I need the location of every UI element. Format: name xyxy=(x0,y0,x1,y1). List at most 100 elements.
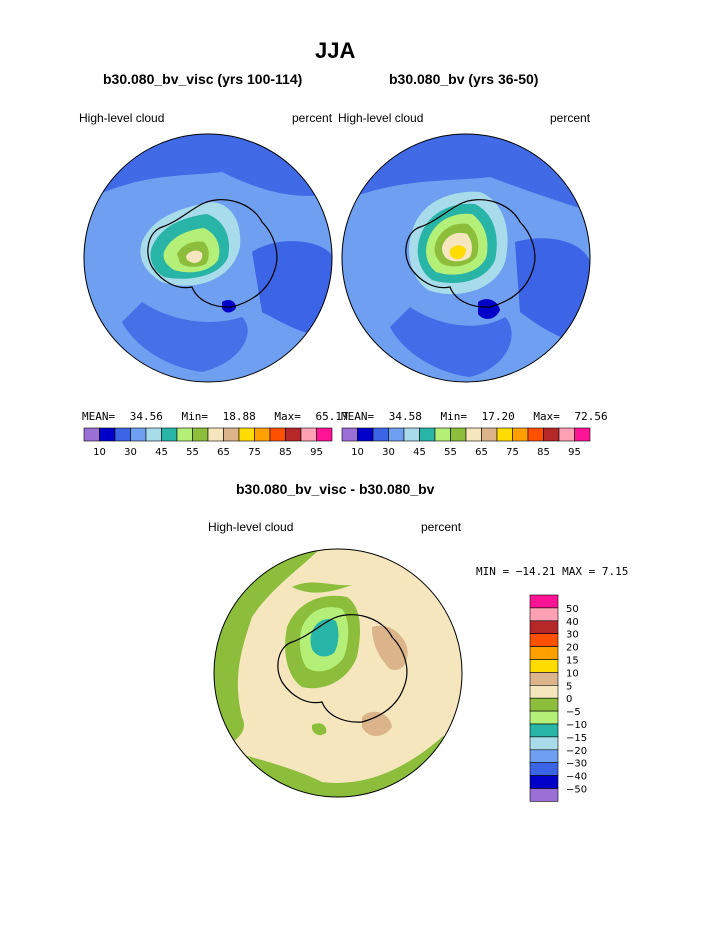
left-polar-map xyxy=(83,133,333,383)
diff-colorbar-tick-label: 15 xyxy=(566,656,579,667)
diff-colorbar-swatch xyxy=(529,749,559,764)
diff-colorbar-swatch xyxy=(529,762,559,776)
diff-colorbar-swatch xyxy=(529,646,559,660)
right-colorbar-swatch xyxy=(558,427,575,442)
right-colorbar: 10 30 45 55 65 75 85 95 xyxy=(341,427,591,458)
left-units-label: percent xyxy=(292,111,333,125)
left-min-label: Min= xyxy=(181,410,209,423)
left-colorbar-swatch xyxy=(83,427,100,442)
right-colorbar-swatch xyxy=(512,427,529,442)
left-colorbar: 10 30 45 55 65 75 85 95 xyxy=(83,427,333,458)
left-colorbar-swatch xyxy=(269,427,286,442)
left-colorbar-swatch xyxy=(161,427,178,442)
diff-colorbar-tick-label: 20 xyxy=(566,643,579,654)
right-colorbar-swatch xyxy=(527,427,544,442)
diff-colorbar-swatch xyxy=(529,659,559,673)
right-mean-label: MEAN= xyxy=(341,410,375,423)
right-colorbar-swatch xyxy=(574,427,591,442)
left-colorbar-swatch xyxy=(99,427,116,442)
diff-colorbar-tick-label: −5 xyxy=(566,707,581,718)
right-colorbar-swatch xyxy=(450,427,467,442)
diff-colorbar-swatch xyxy=(529,685,559,699)
left-colorbar-swatch xyxy=(254,427,271,442)
right-colorbar-tick-label: 55 xyxy=(444,447,457,458)
left-mean-value: 34.56 xyxy=(129,410,163,423)
diff-colorbar-swatch xyxy=(529,672,559,686)
left-variable-label: High-level cloud xyxy=(79,111,165,125)
diff-colorbar-tick-label: −50 xyxy=(566,785,587,796)
left-colorbar-swatch xyxy=(145,427,162,442)
left-colorbar-tick-label: 10 xyxy=(93,447,106,458)
right-colorbar-tick-label: 65 xyxy=(475,447,488,458)
right-panel-title: b30.080_bv (yrs 36-50) xyxy=(389,71,539,87)
left-panel-title: b30.080_bv_visc (yrs 100-114) xyxy=(103,71,303,87)
left-colorbar-tick-label: 30 xyxy=(124,447,137,458)
left-max-label: Max= xyxy=(274,410,301,423)
diff-colorbar-swatch xyxy=(529,775,559,789)
diff-colorbar-tick-label: 10 xyxy=(566,668,579,679)
right-colorbar-tick-label: 85 xyxy=(537,447,550,458)
right-polar-map xyxy=(341,133,591,383)
right-colorbar-tick-label: 75 xyxy=(506,447,519,458)
diff-colorbar-swatch xyxy=(529,620,559,634)
diff-colorbar-tick-label: −40 xyxy=(566,772,587,783)
left-max-value: 65.17 xyxy=(315,410,349,423)
diff-title: b30.080_bv_visc - b30.080_bv xyxy=(236,481,435,497)
diff-colorbar-tick-label: 0 xyxy=(566,694,572,705)
diff-colorbar-swatch xyxy=(529,633,559,647)
diff-colorbar-tick-label: −20 xyxy=(566,746,587,757)
diff-colorbar-swatch xyxy=(529,607,559,622)
diff-colorbar-swatch xyxy=(529,710,559,725)
right-colorbar-swatch xyxy=(419,427,436,442)
right-colorbar-tick-label: 30 xyxy=(382,447,395,458)
right-colorbar-swatch xyxy=(388,427,405,442)
right-min-label: Min= xyxy=(440,410,468,423)
page-title: JJA xyxy=(315,38,356,63)
diff-colorbar-swatch xyxy=(529,788,559,802)
left-colorbar-swatch xyxy=(130,427,147,442)
right-colorbar-swatch xyxy=(496,427,513,442)
left-colorbar-tick-label: 55 xyxy=(186,447,199,458)
right-colorbar-tick-label: 10 xyxy=(351,447,364,458)
right-stats: MEAN= 34.58 Min= 17.20 Max= 72.56 xyxy=(341,410,608,423)
left-mean-label: MEAN= xyxy=(82,410,116,423)
right-colorbar-swatch xyxy=(465,427,482,442)
left-colorbar-swatch xyxy=(316,427,333,442)
left-colorbar-swatch xyxy=(176,427,193,442)
diff-colorbar-tick-label: 50 xyxy=(566,604,579,615)
right-colorbar-tick-label: 45 xyxy=(413,447,426,458)
right-colorbar-swatch xyxy=(543,427,560,442)
left-colorbar-swatch xyxy=(114,427,131,442)
left-colorbar-swatch xyxy=(300,427,317,442)
left-colorbar-tick-label: 95 xyxy=(310,447,323,458)
right-variable-label: High-level cloud xyxy=(338,111,424,125)
diff-units-label: percent xyxy=(421,520,462,534)
left-stats: MEAN= 34.56 Min= 18.88 Max= 65.17 xyxy=(82,410,349,423)
left-colorbar-swatch xyxy=(223,427,240,442)
right-mean-value: 34.58 xyxy=(388,410,422,423)
right-colorbar-swatch xyxy=(403,427,420,442)
right-colorbar-swatch xyxy=(372,427,389,442)
diff-minmax: MIN = −14.21 MAX = 7.15 xyxy=(476,565,629,578)
left-colorbar-swatch xyxy=(192,427,209,442)
left-colorbar-tick-label: 85 xyxy=(279,447,292,458)
left-colorbar-tick-label: 45 xyxy=(155,447,168,458)
left-colorbar-swatch xyxy=(285,427,302,442)
diff-colorbar-tick-label: −30 xyxy=(566,759,587,770)
diff-colorbar-tick-label: −15 xyxy=(566,733,587,744)
right-colorbar-swatch xyxy=(341,427,358,442)
right-colorbar-swatch xyxy=(434,427,451,442)
diff-colorbar-swatch xyxy=(529,594,559,609)
diff-colorbar-swatch xyxy=(529,723,559,738)
diff-colorbar-tick-label: 5 xyxy=(566,681,572,692)
left-colorbar-swatch xyxy=(207,427,224,442)
left-colorbar-tick-label: 65 xyxy=(217,447,230,458)
left-min-value: 18.88 xyxy=(222,410,256,423)
diff-colorbar-tick-label: 40 xyxy=(566,617,579,628)
right-max-value: 72.56 xyxy=(574,410,608,423)
left-colorbar-swatch xyxy=(238,427,255,442)
right-colorbar-swatch xyxy=(481,427,498,442)
diff-variable-label: High-level cloud xyxy=(208,520,294,534)
diff-colorbar-tick-label: 30 xyxy=(566,630,579,641)
